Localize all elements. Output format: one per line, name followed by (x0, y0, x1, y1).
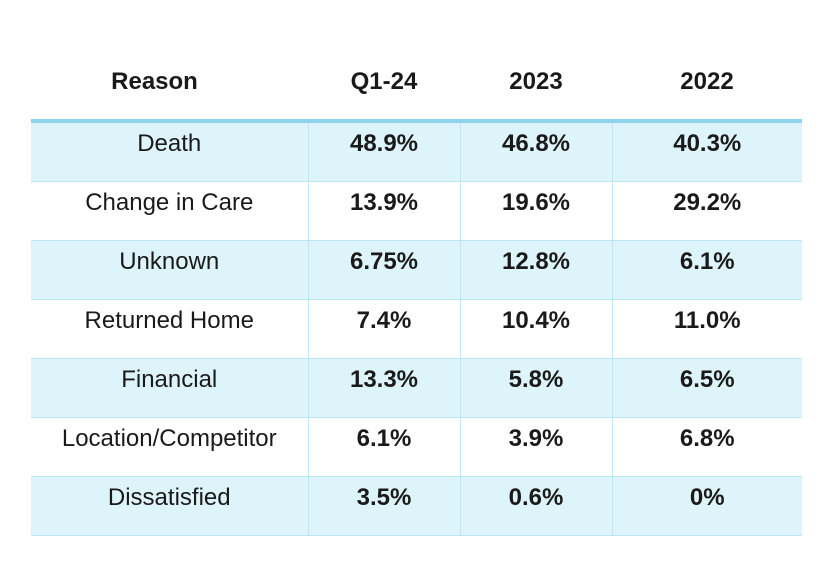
table-row: Dissatisfied 3.5% 0.6% 0% (31, 476, 802, 536)
table-header: Reason Q1-24 2023 2022 (31, 44, 802, 123)
table-body: Death 48.9% 46.8% 40.3% Change in Care 1… (31, 121, 802, 536)
header-reason: Reason (31, 44, 308, 123)
q1-24-cell: 6.75% (307, 240, 460, 300)
reason-cell: Location/Competitor (31, 417, 308, 477)
table-row: Death 48.9% 46.8% 40.3% (31, 121, 802, 182)
2023-cell: 5.8% (459, 358, 612, 418)
reason-cell: Returned Home (31, 299, 308, 359)
header-q1-24: Q1-24 (308, 44, 460, 123)
2023-cell: 46.8% (459, 121, 612, 182)
2023-cell: 10.4% (459, 299, 612, 359)
header-2023: 2023 (460, 44, 612, 123)
reasons-table-container: Reason Q1-24 2023 2022 Death 48.9% 46.8%… (31, 44, 802, 536)
reason-cell: Dissatisfied (31, 476, 308, 536)
q1-24-cell: 48.9% (307, 121, 460, 182)
header-row: Reason Q1-24 2023 2022 (31, 44, 802, 123)
2023-cell: 19.6% (459, 181, 612, 241)
2022-cell: 6.1% (611, 240, 802, 300)
reason-cell: Death (31, 121, 308, 182)
q1-24-cell: 7.4% (307, 299, 460, 359)
2022-cell: 6.5% (611, 358, 802, 418)
q1-24-cell: 13.9% (307, 181, 460, 241)
header-2022: 2022 (612, 44, 802, 123)
2022-cell: 6.8% (611, 417, 802, 477)
table-row: Returned Home 7.4% 10.4% 11.0% (31, 299, 802, 359)
2022-cell: 11.0% (611, 299, 802, 359)
table-row: Financial 13.3% 5.8% 6.5% (31, 358, 802, 418)
2023-cell: 0.6% (459, 476, 612, 536)
q1-24-cell: 3.5% (307, 476, 460, 536)
reason-cell: Financial (31, 358, 308, 418)
q1-24-cell: 13.3% (307, 358, 460, 418)
2022-cell: 29.2% (611, 181, 802, 241)
2022-cell: 0% (611, 476, 802, 536)
table-row: Location/Competitor 6.1% 3.9% 6.8% (31, 417, 802, 477)
reason-cell: Unknown (31, 240, 308, 300)
reasons-table: Reason Q1-24 2023 2022 Death 48.9% 46.8%… (31, 44, 802, 536)
table-row: Unknown 6.75% 12.8% 6.1% (31, 240, 802, 300)
q1-24-cell: 6.1% (307, 417, 460, 477)
table-row: Change in Care 13.9% 19.6% 29.2% (31, 181, 802, 241)
2023-cell: 12.8% (459, 240, 612, 300)
2022-cell: 40.3% (611, 121, 802, 182)
2023-cell: 3.9% (459, 417, 612, 477)
reason-cell: Change in Care (31, 181, 308, 241)
